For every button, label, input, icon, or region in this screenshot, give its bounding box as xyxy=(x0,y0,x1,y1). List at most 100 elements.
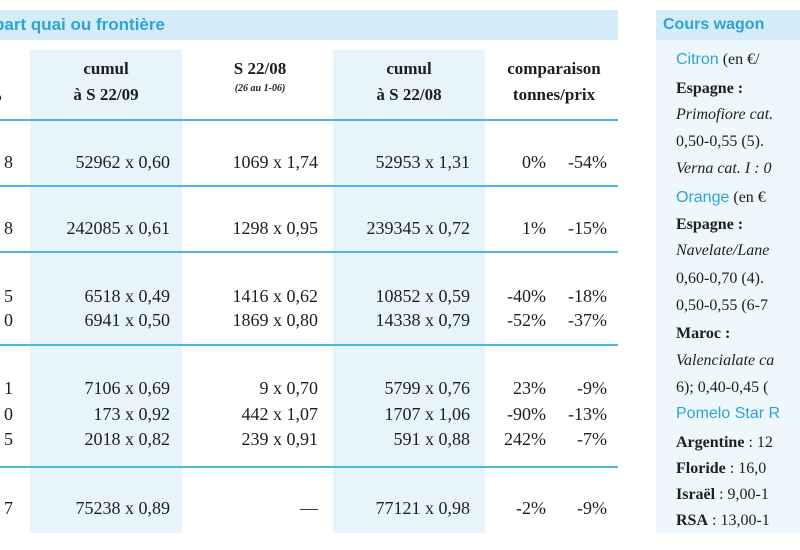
row-separator xyxy=(0,119,618,121)
cumul-2208-value: 239345 x 0,72 xyxy=(366,218,471,238)
week-2208-value: 9 x 0,70 xyxy=(259,378,319,398)
week-2208-value: 1869 x 0,80 xyxy=(232,310,319,330)
cumul-2209-value: 242085 x 0,61 xyxy=(66,218,171,238)
row-separator xyxy=(0,344,618,346)
price-change: -7% xyxy=(577,429,607,449)
argentine-label: Argentine xyxy=(676,434,745,451)
cumul-2208-value: 10852 x 0,59 xyxy=(375,286,471,306)
sidebar-header-band: Cours wagon xyxy=(656,10,800,40)
tonnage-change: 1% xyxy=(522,218,546,238)
week-2208-value: 1416 x 0,62 xyxy=(232,286,319,306)
week-2208-value: 442 x 1,07 xyxy=(241,404,319,424)
row-first-value: 8 xyxy=(4,152,13,172)
israel-value: : 9,00-1 xyxy=(715,486,769,503)
row-separator xyxy=(0,466,618,468)
cumul-2208-value: 591 x 0,88 xyxy=(393,429,471,449)
header-week-2208-dates: (26 au 1-06) xyxy=(234,83,286,94)
valencialate-line: Valencialate ca xyxy=(676,352,775,369)
table-header-band: part quai ou frontière xyxy=(0,10,618,40)
cumul-2208-value: 1707 x 1,06 xyxy=(384,404,471,424)
row-first-value: 7 xyxy=(4,498,13,518)
floride-line: Floride : 16,0 xyxy=(676,458,800,480)
israel-line: Israël : 9,00-1 xyxy=(676,484,800,506)
rsa-line: RSA : 13,00-1 xyxy=(676,510,800,532)
week-2208-value: 239 x 0,91 xyxy=(241,429,319,449)
citron-line: Citron (en €/ xyxy=(676,49,800,71)
rsa-label: RSA xyxy=(676,512,709,529)
tonnage-change: -2% xyxy=(516,498,546,518)
row-separator xyxy=(0,251,618,253)
price-change: -13% xyxy=(568,404,607,424)
cumul-2209-value: 6518 x 0,49 xyxy=(84,286,171,306)
cumul-2208-column-shade xyxy=(333,50,485,533)
cumul-2209-value: 7106 x 0,69 xyxy=(84,378,171,398)
price-line: 0,50-0,55 (5). xyxy=(676,133,764,150)
cumul-2208-value: 77121 x 0,98 xyxy=(375,498,471,518)
floride-value: : 16,0 xyxy=(725,460,767,477)
price-change: -54% xyxy=(568,152,607,172)
row-first-value: 1 xyxy=(4,378,13,398)
week-2208-value: 1069 x 1,74 xyxy=(232,152,319,172)
header-comparison-line1: comparaison xyxy=(507,59,601,78)
cumul-2208-value: 14338 x 0,79 xyxy=(375,310,471,330)
navelate-line: Navelate/Lane xyxy=(676,242,770,259)
sidebar-title: Cours wagon xyxy=(663,16,765,33)
verna-line: Verna cat. I : 0 xyxy=(676,160,772,177)
cumul-2209-value: 173 x 0,92 xyxy=(93,404,171,424)
espagne-heading: Espagne : xyxy=(676,80,744,97)
header-comparison-line2: tonnes/prix xyxy=(512,85,596,104)
citron-unit: (en €/ xyxy=(722,51,760,68)
cumul-2209-value: 2018 x 0,82 xyxy=(84,429,171,449)
orange-line: Orange (en € xyxy=(676,187,800,209)
orange-label: Orange xyxy=(676,189,730,206)
price-line: 0,50-0,55 (6-7 xyxy=(676,297,768,314)
tonnage-change: -90% xyxy=(507,404,546,424)
week-2208-value: 1298 x 0,95 xyxy=(232,218,319,238)
first-column-header: ø xyxy=(0,86,8,112)
espagne-heading: Espagne : xyxy=(676,216,744,233)
header-cumul-2209-line2: à S 22/09 xyxy=(73,85,139,104)
header-cumul-2208-line1: cumul xyxy=(386,59,432,78)
cumul-2209-value: 52962 x 0,60 xyxy=(75,152,171,172)
header-cumul-2209: cumul à S 22/09 xyxy=(30,56,182,108)
cumul-2209-value: 6941 x 0,50 xyxy=(84,310,171,330)
row-first-value: 5 xyxy=(4,286,13,306)
header-comparison: comparaison tonnes/prix xyxy=(490,56,618,108)
price-change: -9% xyxy=(577,378,607,398)
row-first-value: 8 xyxy=(4,218,13,238)
sidebar-panel xyxy=(656,40,800,533)
primofiore-line: Primofiore cat. xyxy=(676,106,774,123)
tonnage-change: 23% xyxy=(513,378,546,398)
cumul-2209-value: 75238 x 0,89 xyxy=(75,498,171,518)
cumul-2208-value: 5799 x 0,76 xyxy=(384,378,471,398)
row-first-value: 0 xyxy=(4,310,13,330)
row-separator xyxy=(0,185,618,187)
header-cumul-2208-line2: à S 22/08 xyxy=(376,85,442,104)
tonnage-change: 242% xyxy=(504,429,546,449)
citron-label: Citron xyxy=(676,51,719,68)
maroc-heading: Maroc : xyxy=(676,325,731,342)
price-change: -9% xyxy=(577,498,607,518)
argentine-value: : 12 xyxy=(744,434,773,451)
tonnage-change: 0% xyxy=(522,152,546,172)
israel-label: Israël xyxy=(676,486,716,503)
pomelo-line: Pomelo Star R xyxy=(676,405,781,422)
header-cumul-2209-line1: cumul xyxy=(83,59,129,78)
floride-label: Floride xyxy=(676,460,726,477)
header-week-2208-line1: S 22/08 xyxy=(233,59,287,78)
argentine-line: Argentine : 12 xyxy=(676,432,800,454)
price-line: 6); 0,40-0,45 ( xyxy=(676,379,769,396)
tonnage-change: -52% xyxy=(507,310,546,330)
week-2208-value: — xyxy=(300,498,318,518)
tonnage-change: -40% xyxy=(507,286,546,306)
orange-unit: (en € xyxy=(733,189,766,206)
price-change: -18% xyxy=(568,286,607,306)
rsa-value: : 13,00-1 xyxy=(708,512,770,529)
header-week-2208: S 22/08 (26 au 1-06) xyxy=(190,56,330,96)
row-first-value: 0 xyxy=(4,404,13,424)
price-change: -15% xyxy=(568,218,607,238)
cumul-2209-column-shade xyxy=(30,50,182,533)
cumul-2208-value: 52953 x 1,31 xyxy=(375,152,471,172)
price-change: -37% xyxy=(568,310,607,330)
price-line: 0,60-0,70 (4). xyxy=(676,270,764,287)
